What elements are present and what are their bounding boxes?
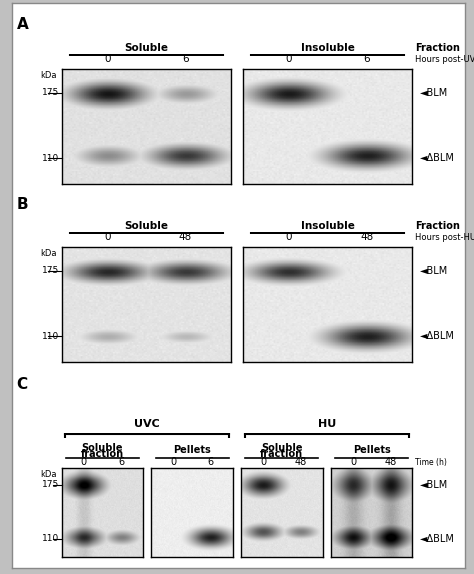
Text: 110: 110 [42, 332, 59, 341]
Text: kDa: kDa [40, 71, 57, 80]
Text: A: A [17, 17, 28, 32]
Text: 0: 0 [260, 457, 266, 467]
Text: 0: 0 [81, 457, 87, 467]
Text: Soluble: Soluble [261, 443, 303, 453]
Text: ◄BLM: ◄BLM [419, 266, 448, 276]
Text: UVC: UVC [134, 420, 160, 429]
Text: Insoluble: Insoluble [301, 221, 355, 231]
Text: 0: 0 [285, 232, 292, 242]
Text: Fraction: Fraction [415, 221, 460, 231]
Text: 110: 110 [42, 534, 59, 544]
Text: ◄BLM: ◄BLM [419, 88, 448, 98]
Text: 48: 48 [360, 232, 373, 242]
Text: B: B [17, 197, 28, 212]
Text: Insoluble: Insoluble [301, 43, 355, 53]
Text: C: C [17, 377, 27, 392]
Text: Soluble: Soluble [124, 43, 168, 53]
Text: ◄ΔBLM: ◄ΔBLM [419, 534, 455, 544]
Text: ◄ΔBLM: ◄ΔBLM [419, 153, 455, 164]
Text: 0: 0 [170, 457, 176, 467]
Text: ◄BLM: ◄BLM [419, 480, 448, 490]
Text: 110: 110 [42, 154, 59, 163]
Text: 48: 48 [179, 232, 192, 242]
Text: 0: 0 [350, 457, 356, 467]
Text: 6: 6 [208, 457, 214, 467]
Text: 48: 48 [294, 457, 307, 467]
Text: Soluble: Soluble [124, 221, 168, 231]
Text: ◄ΔBLM: ◄ΔBLM [419, 331, 455, 342]
Text: 0: 0 [104, 232, 110, 242]
Text: Hours post-UVC: Hours post-UVC [415, 55, 474, 64]
Text: 6: 6 [118, 457, 124, 467]
Text: 175: 175 [42, 88, 59, 98]
Text: kDa: kDa [40, 249, 57, 258]
Text: 6: 6 [182, 55, 189, 64]
Text: fraction: fraction [260, 449, 303, 459]
Text: 0: 0 [285, 55, 292, 64]
Text: Fraction: Fraction [415, 43, 460, 53]
Text: Time (h): Time (h) [415, 457, 447, 467]
Text: HU: HU [318, 420, 336, 429]
Text: Pellets: Pellets [353, 445, 391, 455]
Text: fraction: fraction [81, 449, 124, 459]
Text: Pellets: Pellets [173, 445, 211, 455]
Text: Hours post-HU: Hours post-HU [415, 233, 474, 242]
Text: 6: 6 [363, 55, 370, 64]
Text: 175: 175 [42, 480, 59, 489]
Text: 48: 48 [384, 457, 397, 467]
Text: 0: 0 [104, 55, 110, 64]
Text: Soluble: Soluble [82, 443, 123, 453]
Text: kDa: kDa [40, 470, 57, 479]
Text: 175: 175 [42, 266, 59, 276]
